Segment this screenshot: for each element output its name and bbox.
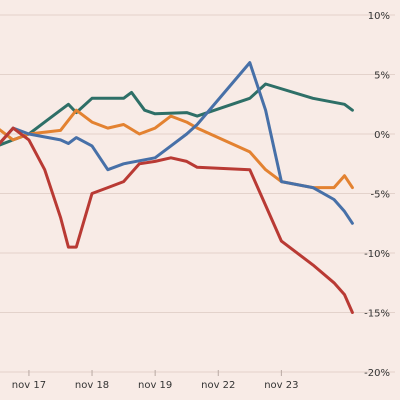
x-tick-label: nov 22 (201, 380, 235, 391)
x-tick-label: nov 19 (138, 380, 172, 391)
x-tick-label: nov 23 (264, 380, 298, 391)
y-tick-label: -20% (364, 368, 390, 379)
y-tick-label: -10% (364, 249, 390, 260)
series-line-3 (0, 61, 354, 225)
series-line-4 (0, 126, 354, 314)
y-axis: 10% 5% 0% -5% -10% -15% -20% (364, 11, 390, 379)
series-line-1 (0, 82, 354, 147)
series-layer (0, 61, 354, 314)
x-tick-label: nov 18 (75, 380, 109, 391)
x-tick-label: nov 17 (12, 380, 46, 391)
series-line-2 (0, 108, 354, 190)
y-tick-label: -5% (371, 190, 390, 201)
y-tick-label: 10% (368, 11, 390, 22)
y-grid (0, 14, 395, 373)
y-tick-label: 5% (374, 71, 390, 82)
y-tick-label: 0% (374, 130, 390, 141)
x-axis: nov 17 nov 18 nov 19 nov 22 nov 23 (12, 370, 299, 391)
y-tick-label: -15% (364, 309, 390, 320)
